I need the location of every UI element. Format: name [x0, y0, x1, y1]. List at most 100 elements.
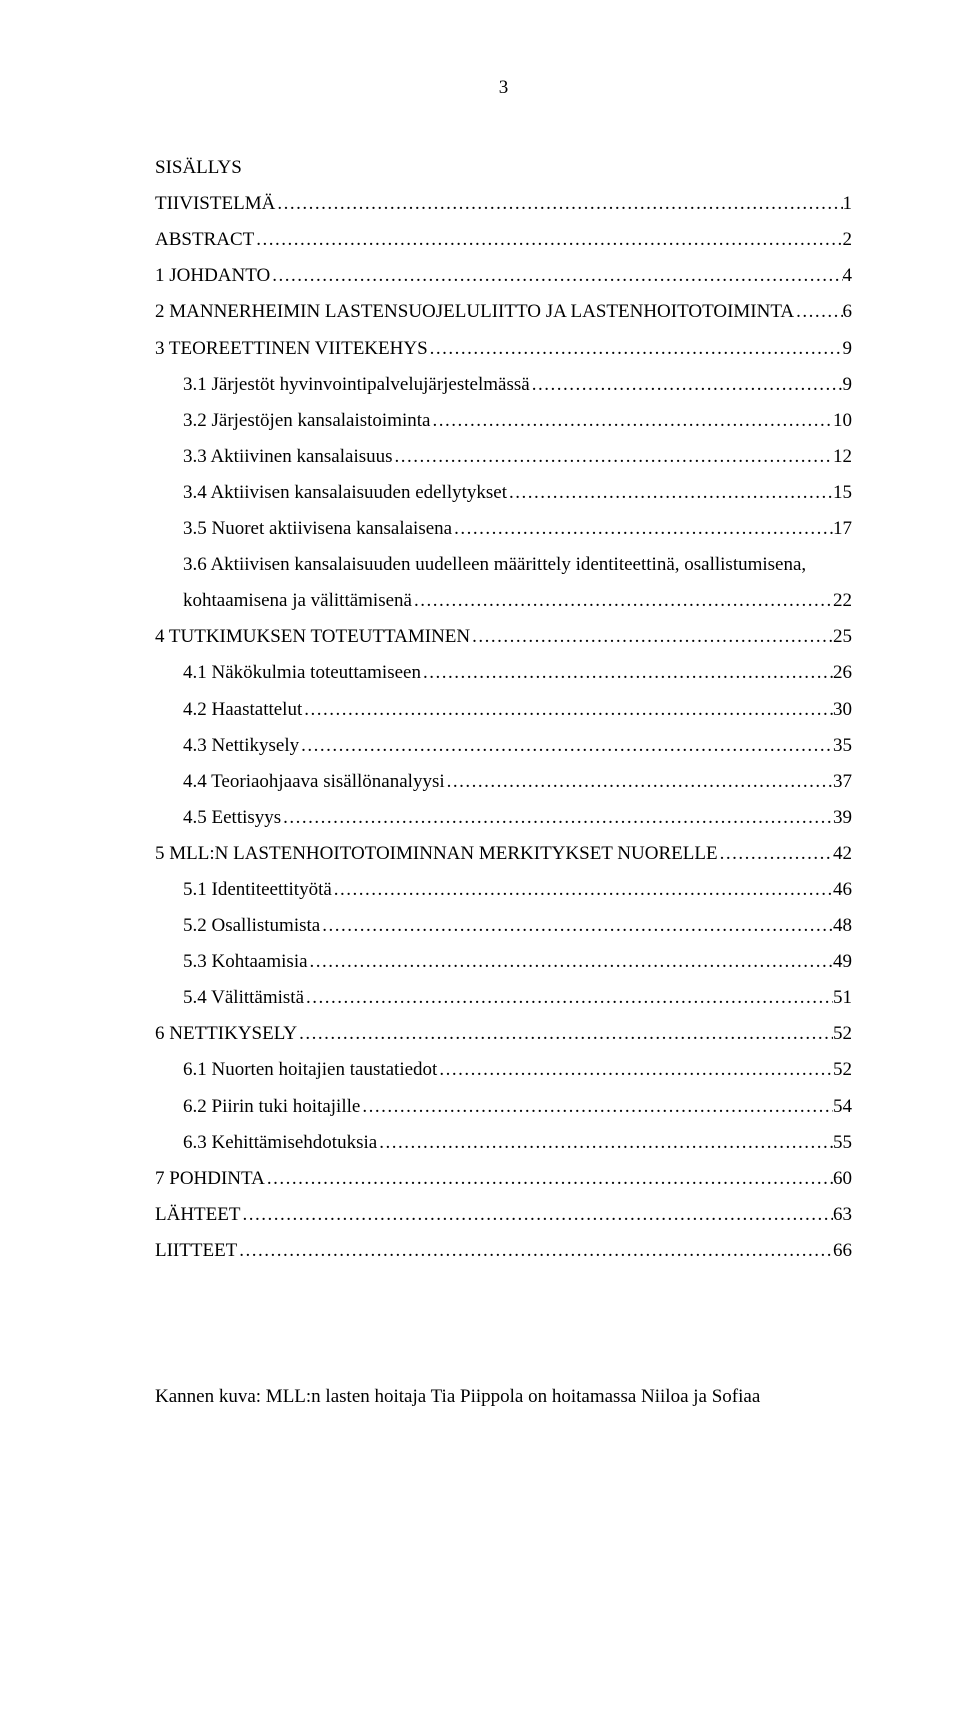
toc-page: 12	[833, 439, 852, 475]
toc-leader: ........................................…	[304, 980, 833, 1016]
toc-leader: ........................................…	[299, 728, 833, 764]
toc-entry: 5 MLL:N LASTENHOITOTOIMINNAN MERKITYKSET…	[155, 836, 852, 872]
toc-entry: LÄHTEET.................................…	[155, 1197, 852, 1233]
toc-page: 48	[833, 908, 852, 944]
toc-page: 54	[833, 1089, 852, 1125]
toc-page: 35	[833, 728, 852, 764]
toc-label: 7 POHDINTA	[155, 1161, 265, 1197]
toc-page: 2	[843, 222, 853, 258]
toc-leader: ........................................…	[718, 836, 833, 872]
toc-label: TIIVISTELMÄ	[155, 186, 275, 222]
toc-leader: ........................................…	[428, 331, 843, 367]
toc-label: 6.1 Nuorten hoitajien taustatiedot	[183, 1052, 437, 1088]
cover-caption: Kannen kuva: MLL:n lasten hoitaja Tia Pi…	[155, 1379, 852, 1415]
toc-leader: ........................................…	[297, 1016, 833, 1052]
toc-label: ABSTRACT	[155, 222, 254, 258]
toc-entry: 6.3 Kehittämisehdotuksia................…	[155, 1125, 852, 1161]
toc-page: 37	[833, 764, 852, 800]
toc-leader: ........................................…	[452, 511, 833, 547]
toc-entry: ABSTRACT................................…	[155, 222, 852, 258]
toc-entry: 5.1 Identiteettityötä...................…	[155, 872, 852, 908]
toc-leader: ........................................…	[530, 367, 843, 403]
toc-entry: 3.5 Nuoret aktiivisena kansalaisena.....…	[155, 511, 852, 547]
toc-leader: ........................................…	[421, 655, 833, 691]
toc-label: LÄHTEET	[155, 1197, 240, 1233]
toc-entry: 1 JOHDANTO..............................…	[155, 258, 852, 294]
toc-page: 1	[843, 186, 853, 222]
toc-leader: ........................................…	[430, 403, 833, 439]
toc-page: 63	[833, 1197, 852, 1233]
toc-leader: ........................................…	[437, 1052, 833, 1088]
toc-label: 3.5 Nuoret aktiivisena kansalaisena	[183, 511, 452, 547]
toc-entry: 3 TEOREETTINEN VIITEKEHYS...............…	[155, 331, 852, 367]
toc-page: 66	[833, 1233, 852, 1269]
toc-entry: 6.2 Piirin tuki hoitajille..............…	[155, 1089, 852, 1125]
toc-leader: ........................................…	[470, 619, 833, 655]
toc-page: 60	[833, 1161, 852, 1197]
toc-leader: ........................................…	[445, 764, 833, 800]
toc-label: 4.2 Haastattelut	[183, 692, 302, 728]
toc-label: 5.2 Osallistumista	[183, 908, 320, 944]
toc-leader: ........................................…	[237, 1233, 833, 1269]
toc-page: 4	[843, 258, 853, 294]
toc-entry: 3.4 Aktiivisen kansalaisuuden edellytyks…	[155, 475, 852, 511]
toc-leader: ........................................…	[412, 583, 833, 619]
toc-leader: ........................................…	[507, 475, 833, 511]
toc-leader: ........................................…	[275, 186, 842, 222]
toc-page: 10	[833, 403, 852, 439]
toc-leader: ........................................…	[377, 1125, 833, 1161]
toc-label: kohtaamisena ja välittämisenä	[183, 583, 412, 619]
toc-leader: ........................................…	[308, 944, 833, 980]
toc-leader: ........................................…	[320, 908, 833, 944]
toc-label: 2 MANNERHEIMIN LASTENSUOJELULIITTO JA LA…	[155, 294, 794, 330]
toc-label: LIITTEET	[155, 1233, 237, 1269]
toc-page: 39	[833, 800, 852, 836]
toc-page: 55	[833, 1125, 852, 1161]
toc-entry: TIIVISTELMÄ.............................…	[155, 186, 852, 222]
toc-leader: ........................................…	[240, 1197, 833, 1233]
toc-entry: LIITTEET................................…	[155, 1233, 852, 1269]
toc-label: 4.4 Teoriaohjaava sisällönanalyysi	[183, 764, 445, 800]
toc-label: 3.2 Järjestöjen kansalaistoiminta	[183, 403, 430, 439]
toc-label: 3.4 Aktiivisen kansalaisuuden edellytyks…	[183, 475, 507, 511]
toc-label: 6 NETTIKYSELY	[155, 1016, 297, 1052]
toc-label: 4 TUTKIMUKSEN TOTEUTTAMINEN	[155, 619, 470, 655]
toc-entry: 6.1 Nuorten hoitajien taustatiedot......…	[155, 1052, 852, 1088]
toc-label: 6.2 Piirin tuki hoitajille	[183, 1089, 360, 1125]
toc-leader: ........................................…	[270, 258, 842, 294]
toc-leader: ........................................…	[281, 800, 833, 836]
toc-page: 9	[843, 367, 853, 403]
toc-label: 5.4 Välittämistä	[183, 980, 304, 1016]
toc-entry: 3.1 Järjestöt hyvinvointipalvelujärjeste…	[155, 367, 852, 403]
page-number: 3	[155, 70, 852, 106]
toc-page: 30	[833, 692, 852, 728]
toc-entry: 2 MANNERHEIMIN LASTENSUOJELULIITTO JA LA…	[155, 294, 852, 330]
toc-page: 17	[833, 511, 852, 547]
toc-entry: 4 TUTKIMUKSEN TOTEUTTAMINEN.............…	[155, 619, 852, 655]
toc-heading: SISÄLLYS	[155, 150, 852, 186]
toc-label: 4.5 Eettisyys	[183, 800, 281, 836]
toc-entry: 4.3 Nettikysely.........................…	[155, 728, 852, 764]
table-of-contents: TIIVISTELMÄ.............................…	[155, 186, 852, 1269]
toc-label: 1 JOHDANTO	[155, 258, 270, 294]
toc-label: 6.3 Kehittämisehdotuksia	[183, 1125, 377, 1161]
toc-label: 3 TEOREETTINEN VIITEKEHYS	[155, 331, 428, 367]
toc-page: 15	[833, 475, 852, 511]
toc-leader: ........................................…	[393, 439, 833, 475]
toc-entry: 4.4 Teoriaohjaava sisällönanalyysi......…	[155, 764, 852, 800]
toc-entry: 4.1 Näkökulmia toteuttamiseen...........…	[155, 655, 852, 691]
toc-page: 26	[833, 655, 852, 691]
toc-entry: 5.2 Osallistumista......................…	[155, 908, 852, 944]
toc-label: 5.3 Kohtaamisia	[183, 944, 308, 980]
toc-entry: 4.2 Haastattelut........................…	[155, 692, 852, 728]
toc-entry: 3.2 Järjestöjen kansalaistoiminta.......…	[155, 403, 852, 439]
toc-entry: 5.3 Kohtaamisia.........................…	[155, 944, 852, 980]
toc-label: 5 MLL:N LASTENHOITOTOIMINNAN MERKITYKSET…	[155, 836, 718, 872]
toc-label: 4.3 Nettikysely	[183, 728, 299, 764]
toc-entry: 7 POHDINTA..............................…	[155, 1161, 852, 1197]
toc-leader: ........................................…	[265, 1161, 833, 1197]
toc-page: 9	[843, 331, 853, 367]
toc-label: 5.1 Identiteettityötä	[183, 872, 332, 908]
toc-leader: ........................................…	[360, 1089, 833, 1125]
toc-page: 46	[833, 872, 852, 908]
